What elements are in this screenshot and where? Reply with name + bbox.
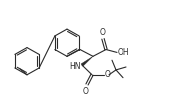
Text: O: O [100, 28, 106, 37]
Text: O: O [83, 87, 89, 96]
Text: HN: HN [70, 62, 81, 71]
Text: OH: OH [118, 48, 130, 57]
Polygon shape [81, 56, 93, 66]
Text: O: O [105, 70, 111, 79]
